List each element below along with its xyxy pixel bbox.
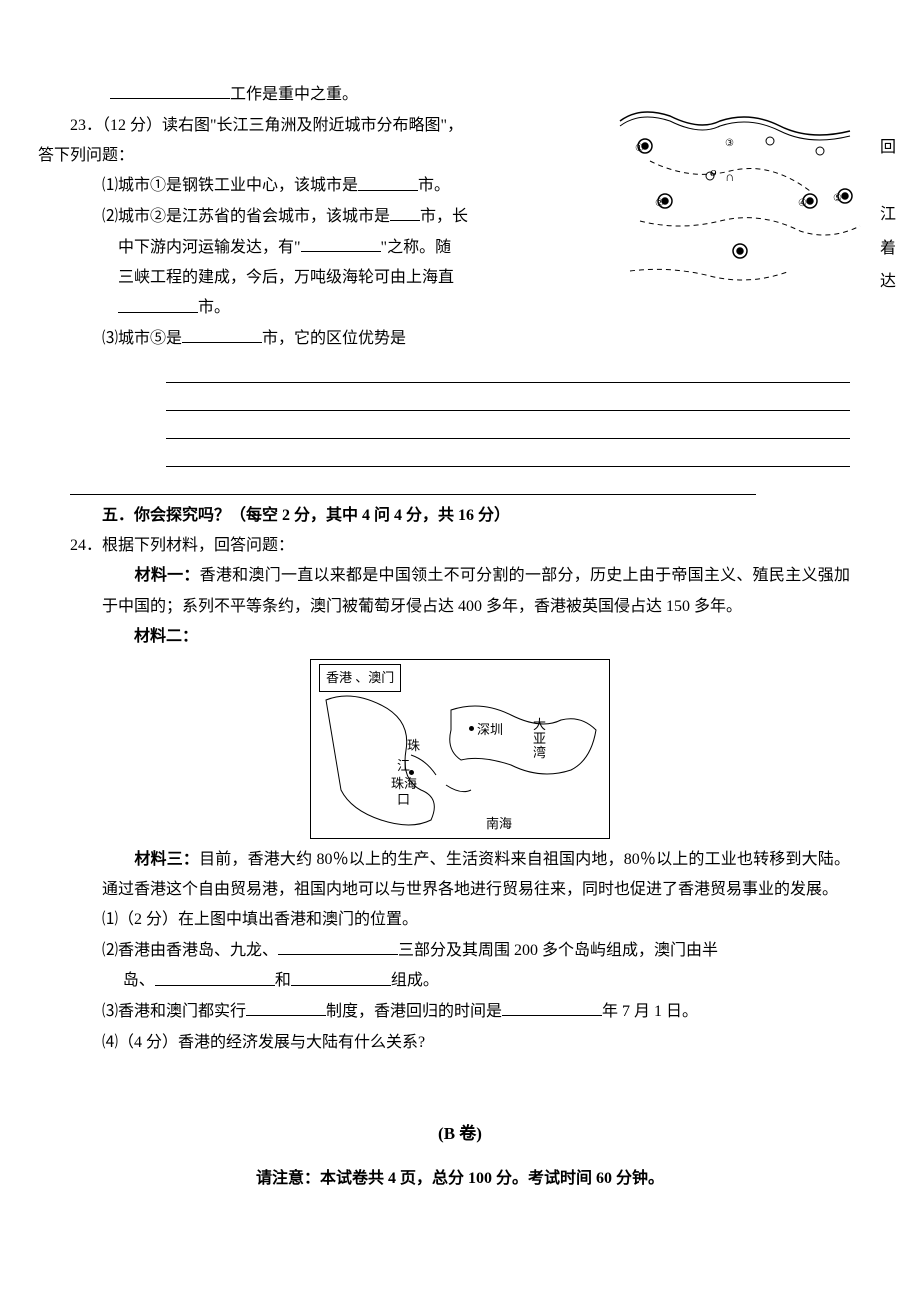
q23-map-figure: ο ∩ ① ② ③ ④ ⑤ [610, 101, 870, 301]
blank [118, 293, 198, 312]
rc-a: 回 [880, 131, 900, 165]
m3-text: 目前，香港大约 80％以上的生产、生活资料来自祖国内地，80％以上的工业也转移到… [102, 851, 850, 898]
svg-text:①: ① [635, 143, 644, 154]
answer-line [70, 471, 756, 495]
lbl-nh: 南海 [486, 812, 512, 837]
b-paper-sub: 请注意：本试卷共 4 页，总分 100 分。考试时间 60 分钟。 [70, 1164, 850, 1194]
p2c: 岛、 [123, 973, 155, 990]
svg-text:ο: ο [710, 164, 717, 179]
section-5-title: 五．你会探究吗？（每空 2 分，其中 4 问 4 分，共 16 分） [70, 501, 850, 531]
q23-p2f: 市。 [198, 300, 230, 317]
answer-line [166, 387, 850, 411]
q24-p3: ⑶香港和澳门都实行 制度，香港回归的时间是 年 7 月 1 日。 [70, 997, 850, 1028]
lbl-kou: 口 [397, 788, 410, 813]
lbl-sz: 深圳 [477, 718, 503, 743]
m2-label: 材料二： [134, 628, 198, 645]
blank [358, 171, 418, 190]
q24-m1: 材料一：香港和澳门一直以来都是中国领土不可分割的一部分，历史上由于帝国主义、殖民… [70, 561, 850, 622]
q22-tail: 工作是重中之重。 [230, 86, 358, 103]
q23-p3a: ⑶城市⑤是 [102, 330, 182, 347]
q24-m2: 材料二： [70, 622, 850, 652]
p2d: 和 [275, 973, 291, 990]
answer-line [166, 415, 850, 439]
q24-p2: ⑵香港由香港岛、九龙、 三部分及其周围 200 多个岛屿组成，澳门由半 [70, 936, 850, 967]
svg-text:⑤: ⑤ [833, 193, 842, 204]
q23-p2b: 市，长 [420, 208, 468, 225]
q24-p2b: 岛、 和 组成。 [70, 966, 850, 997]
q24-p4: ⑷（4 分）香港的经济发展与大陆有什么关系? [70, 1028, 850, 1058]
q23-p2line4: 市。 [70, 293, 590, 324]
q22-blank [110, 80, 230, 99]
q23-p2: ⑵城市②是江苏省的省会城市，该城市是 市，长 [70, 202, 590, 233]
q23-stem-b: 答下列问题： [38, 141, 590, 171]
q24-p1: ⑴（2 分）在上图中填出香港和澳门的位置。 [70, 905, 850, 935]
blank [246, 997, 326, 1016]
m3-label: 材料三： [134, 851, 199, 868]
q23-p2c: 中下游内河运输发达，有" [118, 239, 301, 256]
svg-text:④: ④ [798, 198, 807, 209]
lbl-dyw: 大亚湾 [533, 718, 546, 761]
p3c: 年 7 月 1 日。 [602, 1003, 698, 1020]
blank [155, 966, 275, 985]
q23-p2line3: 三峡工程的建成，今后，万吨级海轮可由上海直 [70, 263, 590, 293]
q23-p1a: ⑴城市①是钢铁工业中心，该城市是 [102, 178, 358, 195]
b-paper-title: (B 卷) [70, 1118, 850, 1150]
q23-stem-a: 23．（12 分）读右图"长江三角洲及附近城市分布略图"， [70, 111, 590, 141]
q24-m3: 材料三：目前，香港大约 80％以上的生产、生活资料来自祖国内地，80％以上的工业… [70, 845, 850, 906]
rc-d: 达 [880, 265, 900, 299]
q24-stem: 24．根据下列材料，回答问题： [70, 531, 850, 561]
svg-text:∩: ∩ [725, 169, 734, 184]
q23-p3b: 市，它的区位优势是 [262, 330, 406, 347]
blank [291, 966, 391, 985]
blank [182, 324, 262, 343]
q23-right-chars: 回 江 着 达 [880, 131, 900, 299]
p2b: 三部分及其周围 200 多个岛屿组成，澳门由半 [398, 942, 718, 959]
answer-line [166, 359, 850, 383]
rc-b: 江 [880, 198, 900, 232]
p3b: 制度，香港回归的时间是 [326, 1003, 502, 1020]
q23-p1: ⑴城市①是钢铁工业中心，该城市是 市。 [70, 171, 590, 202]
q23-p2e: 三峡工程的建成，今后，万吨级海轮可由上海直 [118, 269, 454, 286]
q23-p1b: 市。 [418, 178, 450, 195]
q23-p2d: "之称。随 [381, 239, 452, 256]
q24-map: 香港 、澳门 深圳 珠 江 珠海 口 大亚湾 南海 [310, 659, 610, 839]
answer-line [166, 443, 850, 467]
rc-c: 着 [880, 232, 900, 266]
blank [390, 202, 420, 221]
q23-p2a: ⑵城市②是江苏省的省会城市，该城市是 [102, 208, 390, 225]
p2e: 组成。 [391, 973, 439, 990]
map-svg [311, 660, 611, 840]
svg-text:②: ② [655, 198, 664, 209]
q23-text: 23．（12 分）读右图"长江三角洲及附近城市分布略图"， 答下列问题： ⑴城市… [70, 111, 590, 355]
blank [278, 936, 398, 955]
blank [301, 233, 381, 252]
p2a: ⑵香港由香港岛、九龙、 [102, 942, 278, 959]
m1-label: 材料一： [135, 567, 200, 584]
q23: 回 江 着 达 ο ∩ ① ② ③ ④ ⑤ 23．（12 分）读右图"长江三角洲… [70, 111, 850, 495]
m1-text: 香港和澳门一直以来都是中国领土不可分割的一部分，历史上由于帝国主义、殖民主义强加… [102, 567, 850, 614]
q23-p3: ⑶城市⑤是 市，它的区位优势是 [70, 324, 590, 355]
blank [502, 997, 602, 1016]
dot-shenzhen [469, 726, 474, 731]
svg-text:③: ③ [725, 138, 734, 149]
map-box: 香港 、澳门 深圳 珠 江 珠海 口 大亚湾 南海 [310, 659, 610, 839]
p3a: ⑶香港和澳门都实行 [102, 1003, 246, 1020]
q23-answer-lines [166, 359, 850, 467]
q23-p2line2: 中下游内河运输发达，有" "之称。随 [70, 233, 590, 264]
